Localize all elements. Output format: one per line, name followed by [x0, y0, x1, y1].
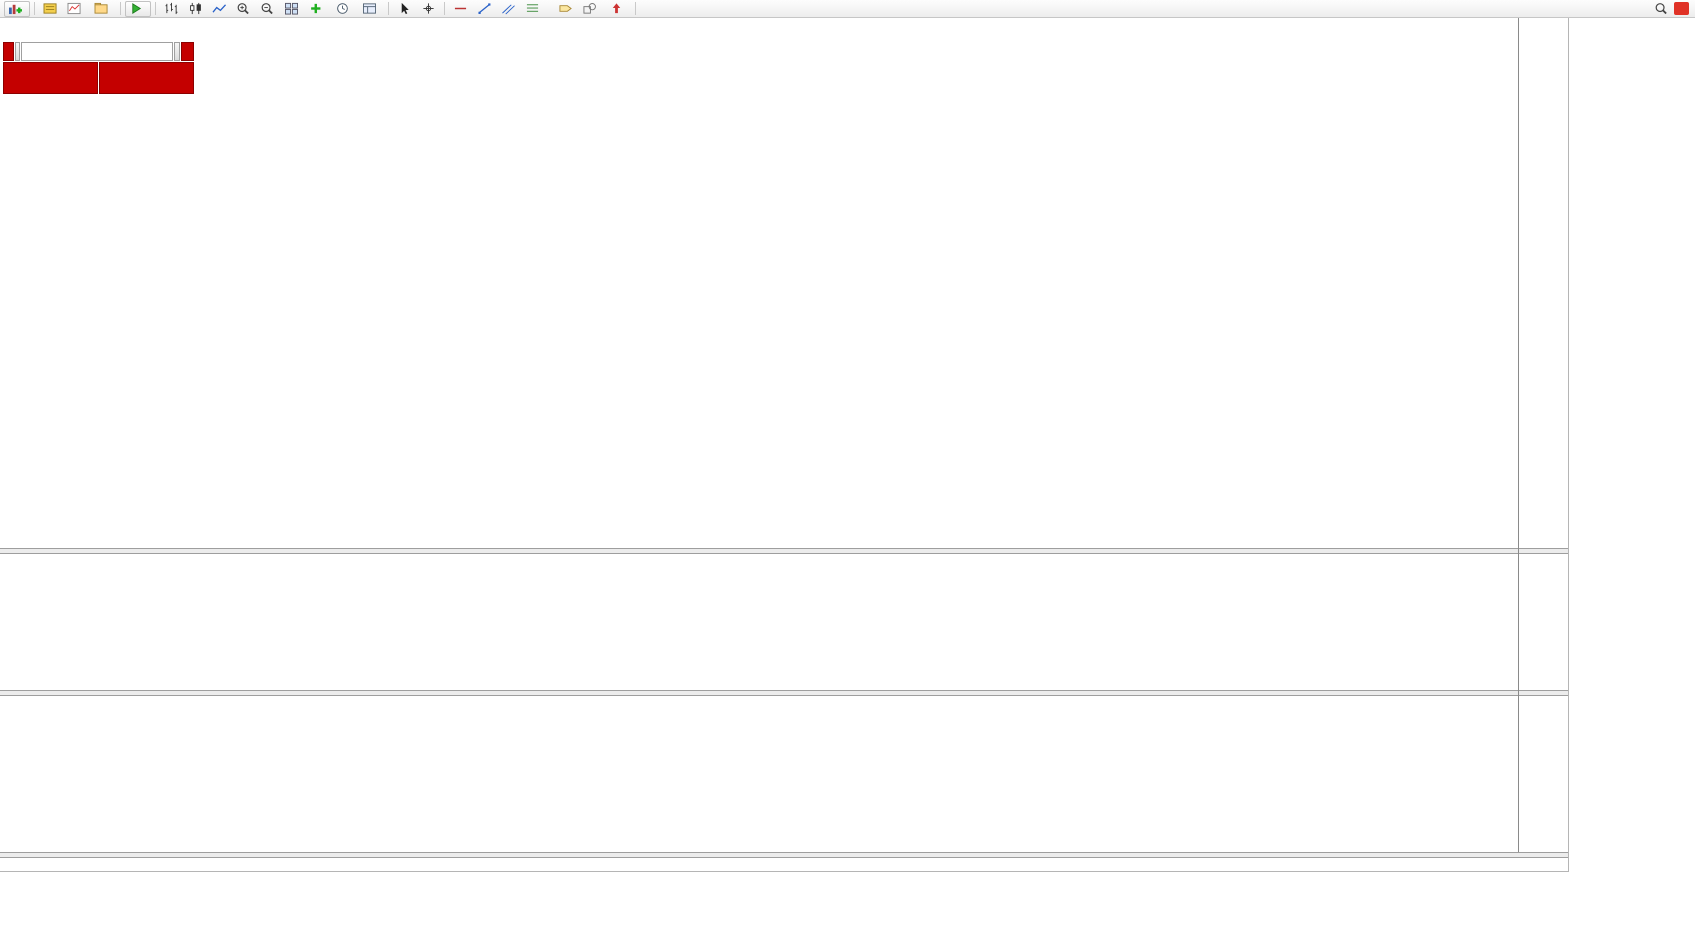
- volume-input[interactable]: [21, 42, 174, 61]
- trendline-tool-button[interactable]: [473, 1, 496, 17]
- trendline-icon: [478, 3, 491, 14]
- chart-right-border: [1568, 18, 1569, 871]
- panel-separator-rsi[interactable]: [0, 690, 1568, 696]
- candlestick-mode-button[interactable]: [184, 1, 207, 17]
- bar-chart-icon: [165, 2, 178, 15]
- price-axis-border: [1518, 18, 1519, 852]
- bar-chart-mode-button[interactable]: [160, 1, 183, 17]
- toolbar: [0, 0, 1695, 18]
- new-chart-icon: [67, 2, 81, 15]
- alert-badge[interactable]: [1674, 2, 1689, 15]
- toolbar-right-group: [1654, 2, 1691, 15]
- toolbar-separator: [120, 2, 121, 15]
- zoom-in-button[interactable]: [232, 1, 255, 17]
- channel-icon: [502, 4, 515, 15]
- toolbar-separator: [635, 2, 636, 15]
- arrows-tool-icon: [612, 3, 621, 14]
- zoom-out-button[interactable]: [256, 1, 279, 17]
- indicators-button[interactable]: [304, 1, 330, 17]
- buy-button[interactable]: [180, 42, 194, 61]
- channel-tool-button[interactable]: [497, 1, 520, 17]
- new-order-icon: [9, 4, 22, 15]
- fibonacci-icon: [526, 4, 539, 12]
- new-order-button[interactable]: [4, 0, 30, 17]
- search-icon[interactable]: [1654, 2, 1669, 15]
- shapes-tool-button[interactable]: [578, 1, 604, 17]
- arrows-tool-button[interactable]: [605, 1, 631, 17]
- chart-bottom-border: [0, 871, 1569, 872]
- profiles-icon: [94, 2, 108, 14]
- shapes-icon: [583, 3, 596, 14]
- new-chart-button[interactable]: [63, 1, 89, 17]
- indicators-icon: [311, 3, 321, 14]
- cursor-tool-button[interactable]: [393, 1, 416, 17]
- profiles-button[interactable]: [90, 1, 116, 17]
- toolbar-separator: [388, 2, 389, 15]
- hline-tool-button[interactable]: [449, 1, 472, 17]
- tile-windows-icon: [284, 2, 298, 15]
- crosshair-icon: [423, 3, 434, 14]
- panel-separator-timeaxis: [0, 852, 1568, 858]
- label-tool-button[interactable]: [554, 1, 577, 17]
- templates-icon: [363, 3, 376, 14]
- toolbar-separator: [444, 2, 445, 15]
- tile-windows-button[interactable]: [280, 1, 303, 17]
- toolbar-separator: [34, 2, 35, 15]
- line-chart-icon: [212, 4, 227, 13]
- templates-button[interactable]: [358, 1, 384, 17]
- fibonacci-tool-button[interactable]: [521, 1, 544, 17]
- crosshair-tool-button[interactable]: [417, 1, 440, 17]
- market-watch-button[interactable]: [39, 1, 62, 17]
- autotrading-play-icon: [132, 3, 142, 14]
- label-tool-icon: [559, 5, 572, 12]
- line-chart-mode-button[interactable]: [208, 1, 231, 17]
- sell-button[interactable]: [3, 42, 15, 61]
- toolbar-separator: [155, 2, 156, 15]
- market-watch-icon: [43, 3, 57, 14]
- horizontal-line-icon: [454, 7, 467, 10]
- panel-separator-macd[interactable]: [0, 548, 1568, 554]
- text-tool-button[interactable]: [545, 1, 553, 17]
- sell-price-display[interactable]: [3, 62, 98, 94]
- zoom-in-icon: [237, 3, 249, 15]
- one-click-trade-panel: [3, 42, 194, 94]
- buy-price-display[interactable]: [99, 62, 194, 94]
- volume-up-button[interactable]: [174, 42, 180, 61]
- autotrading-button[interactable]: [125, 0, 151, 17]
- zoom-out-icon: [261, 3, 273, 15]
- periods-button[interactable]: [331, 1, 357, 17]
- volume-down-button[interactable]: [15, 42, 21, 61]
- candlestick-chart-icon: [190, 2, 201, 15]
- periods-clock-icon: [337, 3, 348, 14]
- cursor-icon: [401, 2, 409, 15]
